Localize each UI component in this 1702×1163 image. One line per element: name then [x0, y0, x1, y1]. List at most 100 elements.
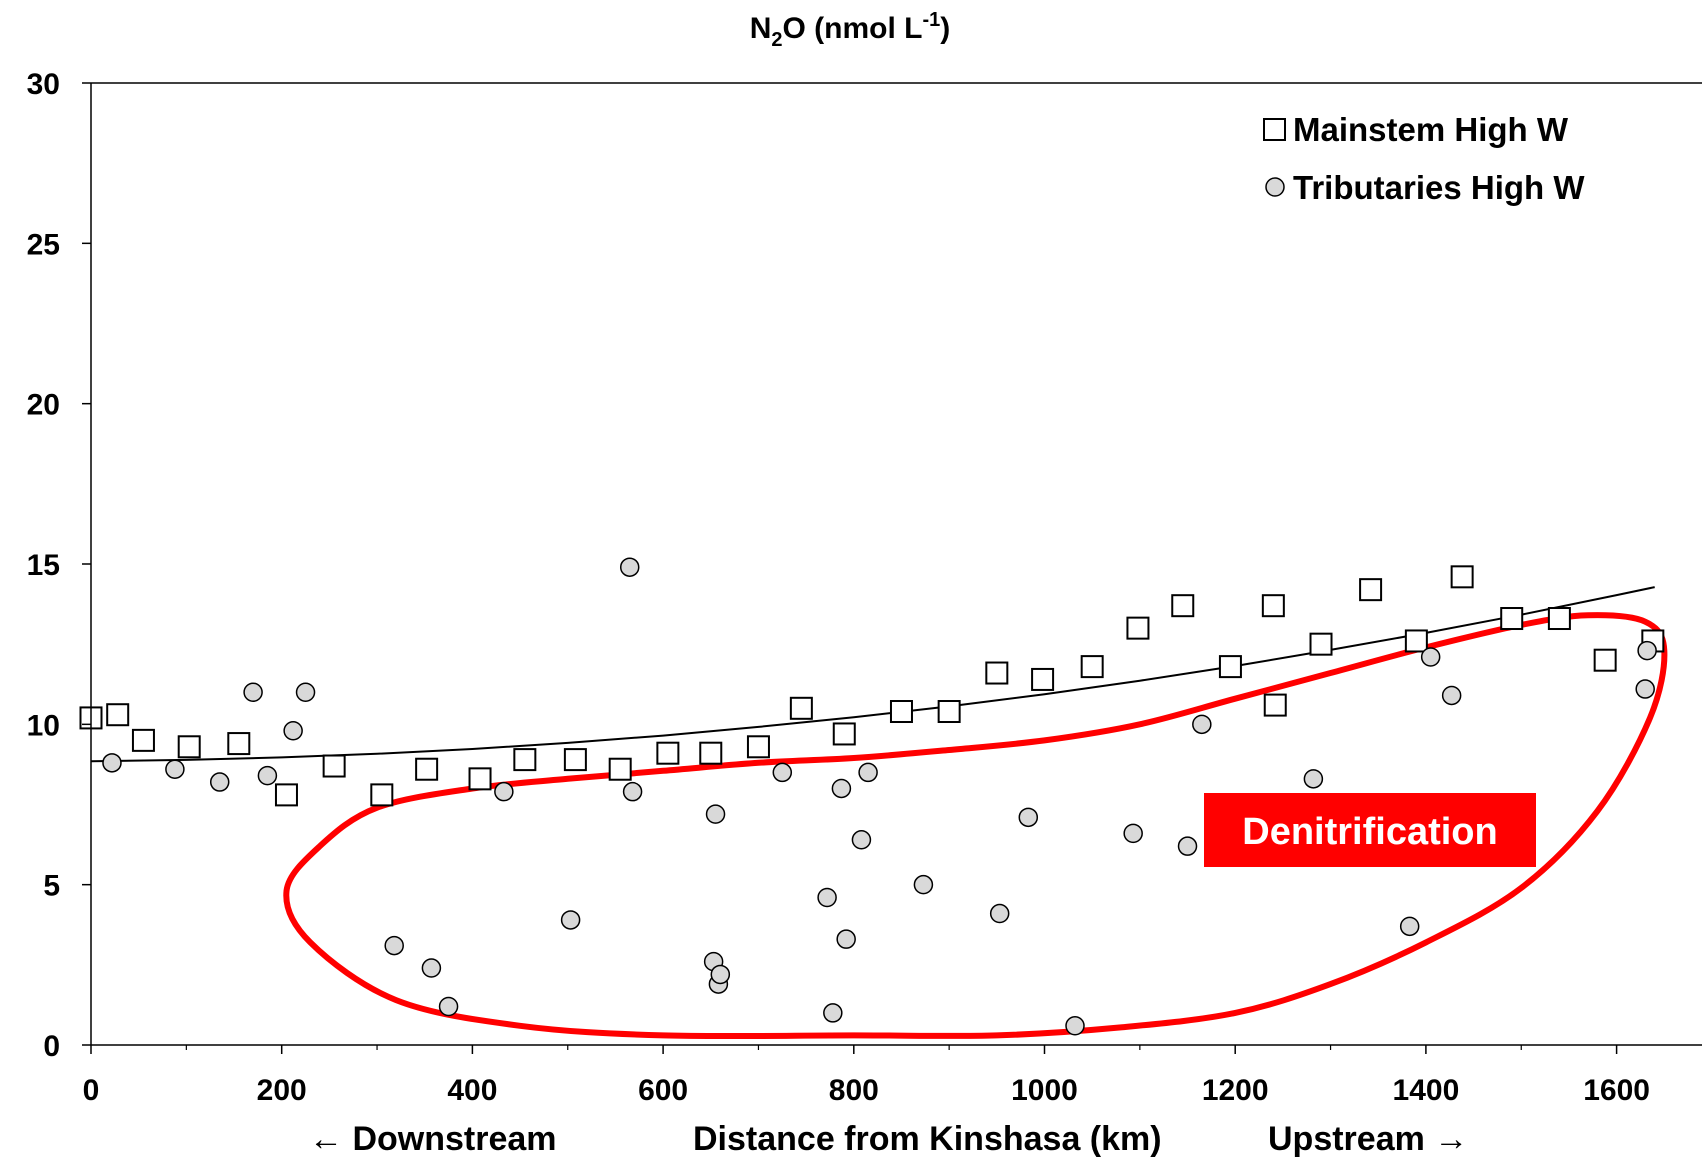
- mainstem-point: [608, 757, 632, 781]
- y-tick-label: 30: [27, 68, 60, 101]
- tributary-point: [165, 759, 185, 779]
- mainstem-point: [468, 767, 492, 791]
- mainstem-point: [1126, 616, 1150, 640]
- mainstem-point: [656, 741, 680, 765]
- x-tick-label: 400: [447, 1074, 497, 1107]
- x-tick-label: 800: [829, 1074, 879, 1107]
- tributary-point: [622, 781, 643, 802]
- x-tick-label: 600: [638, 1074, 688, 1107]
- tributary-point: [831, 778, 852, 799]
- x-tick-label: 1600: [1583, 1074, 1650, 1107]
- mainstem-point: [415, 757, 439, 781]
- trendline: [90, 586, 1655, 763]
- y-tick-label: 5: [43, 870, 60, 903]
- tributary-point: [1399, 916, 1420, 937]
- mainstem-point: [1261, 594, 1285, 618]
- tributary-point: [209, 772, 230, 792]
- mainstem-point: [563, 748, 587, 772]
- title-middle: O (nmol L: [783, 12, 923, 45]
- title-end: ): [940, 12, 950, 45]
- mainstem-point: [1218, 655, 1242, 679]
- mainstem-point: [131, 728, 155, 752]
- tributary-point: [1177, 836, 1198, 856]
- mainstem-point: [227, 732, 251, 756]
- legend-label-mainstem: Mainstem High W: [1293, 111, 1569, 148]
- mainstem-point: [699, 741, 723, 765]
- x-axis-label-downstream: ← Downstream: [309, 1120, 557, 1158]
- tributary-point: [858, 762, 878, 783]
- mainstem-point: [1031, 667, 1055, 691]
- tributary-point: [243, 682, 263, 703]
- tributary-point: [823, 1003, 843, 1023]
- mainstem-point: [832, 722, 856, 746]
- x-tick-label: 200: [257, 1074, 307, 1107]
- annotation-box: [1204, 793, 1536, 867]
- tributary-point: [257, 765, 278, 786]
- tributary-point: [1018, 807, 1039, 828]
- tributary-point: [705, 804, 726, 824]
- tributary-point: [913, 874, 934, 895]
- y-tick-label: 0: [43, 1030, 60, 1063]
- tributary-point: [989, 903, 1010, 924]
- title-main: N: [750, 12, 772, 45]
- x-axis-label-upstream: Upstream →: [1268, 1120, 1468, 1158]
- tributary-point: [560, 910, 581, 930]
- legend-marker-square: [1263, 118, 1286, 141]
- y-tick-label: 25: [27, 228, 60, 261]
- tributary-point: [1420, 647, 1441, 667]
- tributary-point: [1635, 679, 1655, 699]
- mainstem-point: [1404, 629, 1428, 653]
- mainstem-point: [370, 783, 394, 807]
- tributary-point: [619, 557, 640, 577]
- mainstem-point: [1359, 578, 1383, 602]
- mainstem-point: [985, 661, 1009, 685]
- tributary-point: [1192, 714, 1212, 735]
- tributary-point: [1065, 1016, 1085, 1036]
- mainstem-point: [1593, 648, 1617, 672]
- mainstem-point: [746, 735, 770, 759]
- mainstem-point: [274, 783, 298, 807]
- legend-label-tributaries: Tributaries High W: [1293, 169, 1585, 206]
- chart-title: N2O (nmol L-1): [750, 9, 951, 51]
- title-subscript: 2: [771, 29, 782, 51]
- tributary-point: [295, 682, 316, 703]
- tributary-point: [421, 958, 442, 978]
- x-tick-label: 0: [83, 1074, 100, 1107]
- mainstem-point: [1080, 655, 1104, 679]
- mainstem-point: [1450, 565, 1474, 589]
- tributary-point: [1441, 685, 1462, 706]
- y-tick-label: 10: [27, 709, 60, 742]
- mainstem-point: [1547, 607, 1571, 631]
- mainstem-point: [937, 700, 961, 724]
- mainstem-point: [1263, 693, 1287, 717]
- tributary-point: [851, 830, 872, 850]
- mainstem-point: [889, 700, 913, 724]
- tributary-point: [1637, 640, 1657, 661]
- x-tick-label: 1000: [1011, 1074, 1078, 1107]
- tributary-point: [494, 781, 514, 802]
- mainstem-point: [1171, 594, 1195, 618]
- mainstem-point: [106, 703, 130, 727]
- tributary-point: [817, 887, 837, 908]
- y-tick-label: 15: [27, 549, 60, 582]
- tributary-point: [836, 929, 856, 949]
- mainstem-point: [513, 748, 537, 772]
- x-axis-label: Distance from Kinshasa (km): [693, 1120, 1162, 1158]
- legend: Mainstem High W Tributaries High W: [1263, 111, 1585, 206]
- tributary-point: [1303, 769, 1324, 789]
- tributary-point: [438, 996, 459, 1017]
- denitrification-outline: [283, 612, 1668, 1040]
- tributary-point: [710, 964, 731, 985]
- mainstem-point: [1309, 632, 1333, 656]
- tributary-point: [384, 935, 404, 956]
- legend-marker-circle: [1265, 177, 1285, 197]
- tributary-point: [772, 762, 793, 783]
- tributary-point: [1123, 823, 1143, 844]
- title-superscript: -1: [922, 9, 940, 31]
- annotation-label: Denitrification: [1242, 811, 1497, 853]
- y-tick-label: 20: [27, 389, 60, 422]
- x-tick-label: 1200: [1202, 1074, 1269, 1107]
- mainstem-point: [177, 735, 201, 759]
- mainstem-point: [1500, 607, 1524, 631]
